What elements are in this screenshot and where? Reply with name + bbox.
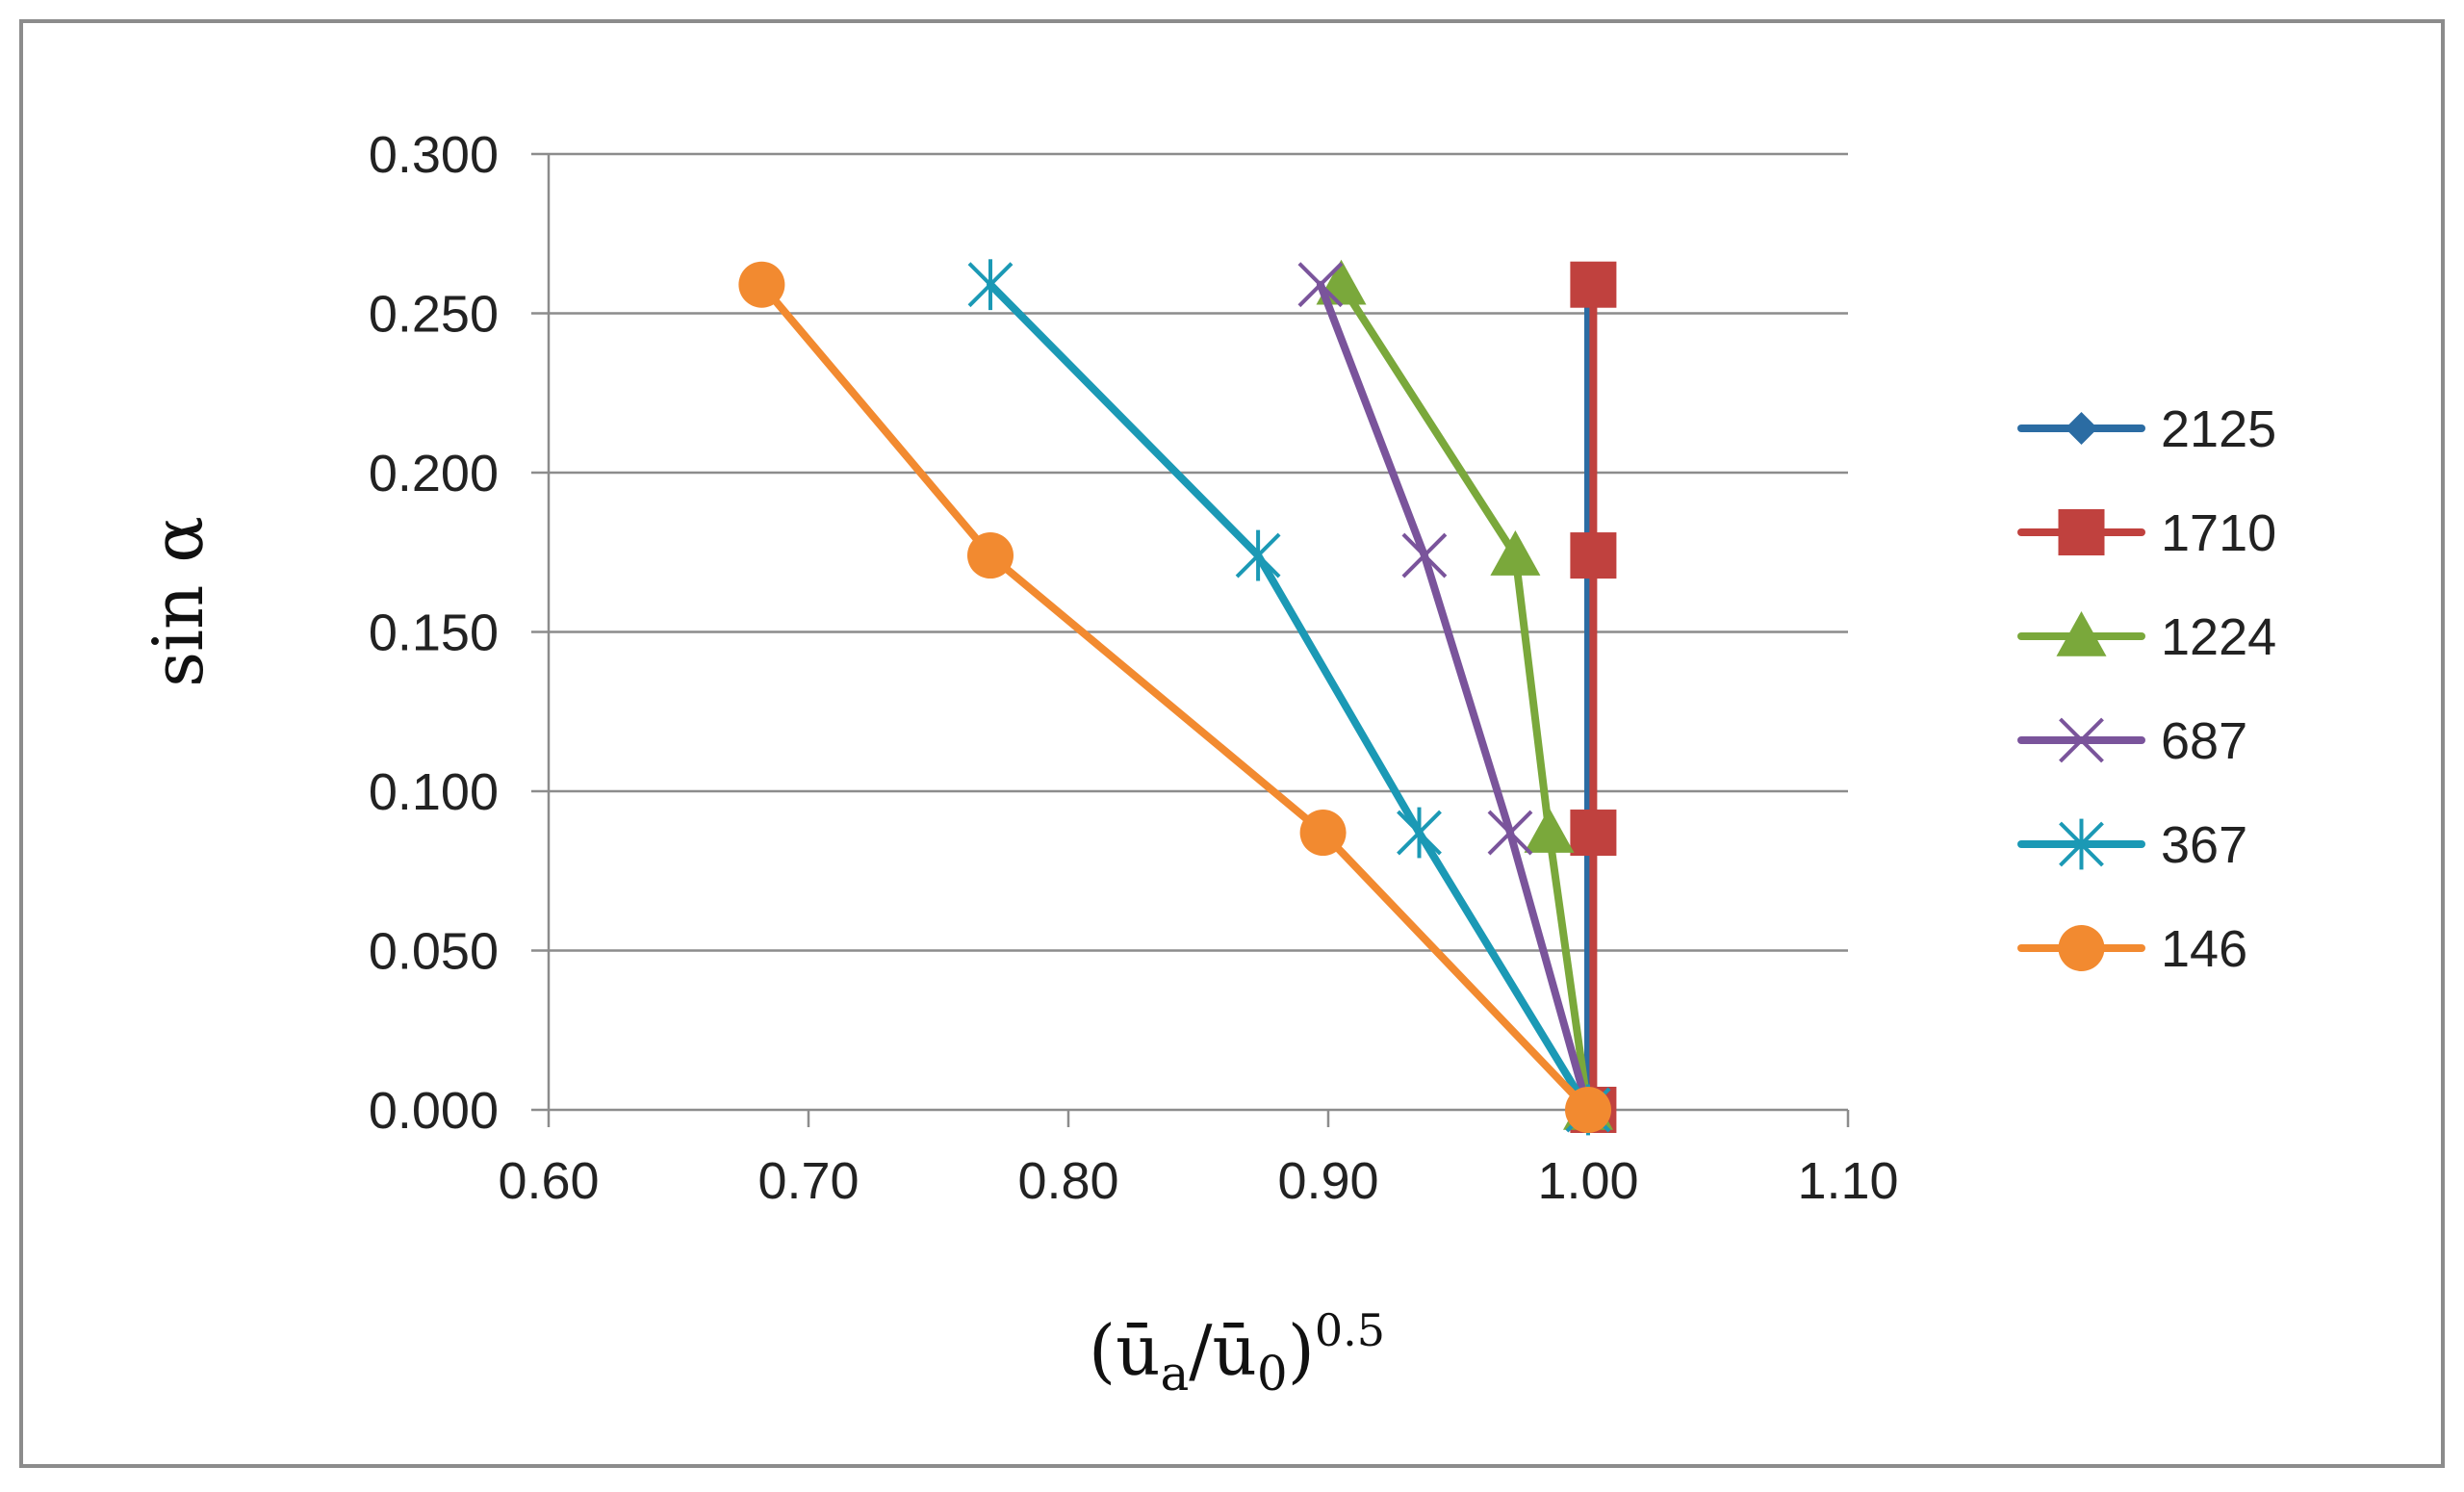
data-point-1710 — [1570, 261, 1617, 308]
grid-layer — [549, 152, 1848, 952]
legend-marker — [2058, 925, 2105, 971]
x-tick-label: 0.80 — [1017, 1152, 1118, 1210]
data-point-1710 — [1570, 532, 1617, 579]
legend: 2125 1710 1224 687 367 146 — [2017, 400, 2276, 978]
series-line-146 — [757, 280, 1592, 1114]
legend-item-146: 146 — [2017, 920, 2247, 978]
data-point-687 — [1487, 810, 1533, 856]
legend-label: 367 — [2161, 816, 2247, 874]
legend-label: 687 — [2161, 712, 2247, 770]
series-line-687 — [1316, 280, 1592, 1114]
x-tick-label: 1.00 — [1537, 1152, 1638, 1210]
axis-layer: 0.000 0.050 0.100 0.150 0.200 0.250 0.300 0.60 0… — [369, 126, 1899, 1210]
data-point-146 — [738, 261, 785, 308]
legend-label: 146 — [2161, 920, 2247, 978]
data-point-687-stroke — [1487, 810, 1533, 856]
x-title-open: ( — [1089, 1310, 1116, 1391]
legend-item-687: 687 — [2017, 712, 2247, 770]
x-title-u-a: ū — [1116, 1310, 1160, 1391]
data-point-367 — [1235, 529, 1281, 581]
legend-marker — [2059, 717, 2104, 763]
x-title-sub-0: 0 — [1257, 1346, 1288, 1402]
x-title-sub-a: a — [1160, 1346, 1189, 1402]
x-axis-title: (ūa/ū0)0.5 — [1089, 1304, 1385, 1402]
legend-item-367: 367 — [2017, 816, 2247, 874]
series-1710 — [1570, 261, 1617, 1133]
data-point-146 — [1299, 810, 1347, 857]
legend-marker-stroke — [2059, 717, 2104, 763]
data-point-1224 — [1524, 808, 1575, 853]
y-tick-label: 0.150 — [369, 605, 499, 662]
x-title-close: ) — [1288, 1310, 1315, 1391]
y-tick-label: 0.050 — [369, 923, 499, 981]
legend-item-1710: 1710 — [2017, 504, 2276, 562]
data-point-687 — [1297, 262, 1344, 308]
legend-marker — [2056, 611, 2107, 656]
x-title-slash: / — [1189, 1310, 1213, 1391]
x-tick-label: 1.10 — [1797, 1152, 1898, 1210]
series-687 — [1297, 262, 1611, 1133]
legend-marker — [2059, 818, 2104, 870]
series-2125 — [1572, 268, 1604, 1126]
data-point-367 — [1397, 807, 1442, 859]
legend-marker — [2065, 412, 2098, 445]
data-point-687 — [1401, 532, 1448, 579]
data-point-687-stroke — [1297, 262, 1344, 308]
data-point-687-stroke — [1401, 532, 1448, 579]
data-point-146 — [967, 532, 1014, 579]
x-tick-label: 0.70 — [757, 1152, 859, 1210]
series-146 — [738, 261, 1611, 1133]
y-tick-label: 0.100 — [369, 763, 499, 821]
data-point-146 — [1565, 1087, 1611, 1133]
legend-item-1224: 1224 — [2017, 608, 2276, 666]
x-tick-label: 0.90 — [1277, 1152, 1378, 1210]
series-367 — [967, 259, 1611, 1136]
y-axis-title: sin α — [138, 516, 218, 687]
legend-label: 2125 — [2161, 400, 2276, 458]
y-tick-label: 0.000 — [369, 1082, 499, 1140]
y-tick-label: 0.200 — [369, 445, 499, 502]
x-title-u-0: ū — [1213, 1310, 1257, 1391]
data-point-1710 — [1570, 810, 1617, 857]
series-layer — [738, 259, 1617, 1136]
x-title-exponent: 0.5 — [1315, 1304, 1385, 1356]
legend-label: 1710 — [2161, 504, 2276, 562]
y-tick-label: 0.250 — [369, 286, 499, 344]
series-line-367 — [987, 280, 1592, 1114]
x-tick-label: 0.60 — [498, 1152, 599, 1210]
y-tick-label: 0.300 — [369, 126, 499, 184]
series-line-1224 — [1337, 280, 1592, 1114]
legend-marker — [2058, 509, 2105, 555]
data-point-367 — [967, 259, 1014, 311]
data-point-1224 — [1490, 530, 1541, 576]
legend-item-2125: 2125 — [2017, 400, 2276, 458]
legend-label: 1224 — [2161, 608, 2276, 666]
